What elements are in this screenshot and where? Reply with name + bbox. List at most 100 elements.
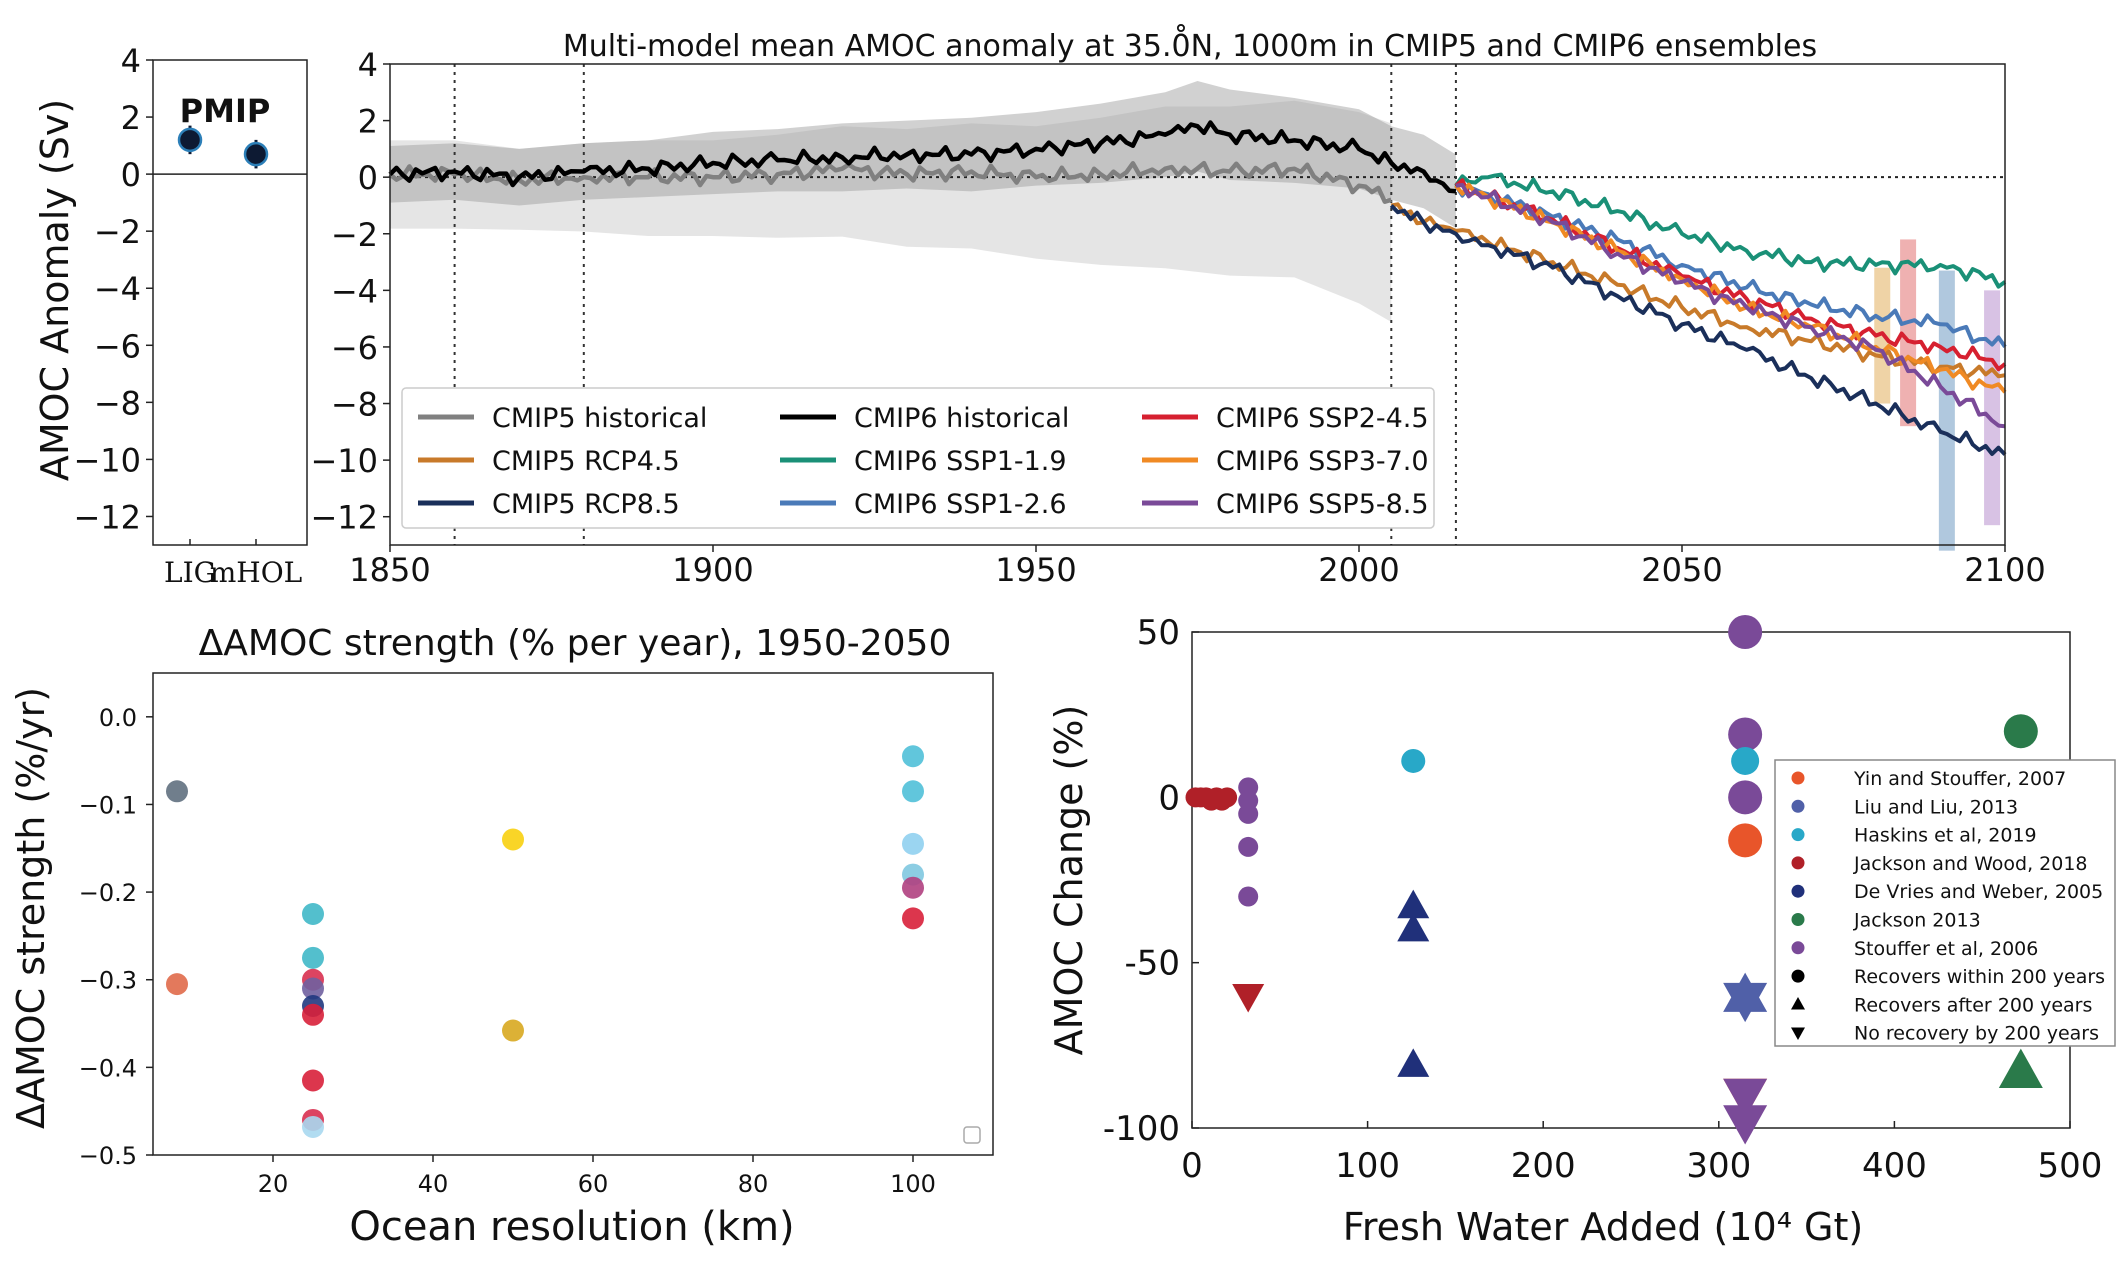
freshwater-ytick-label: -100 <box>1103 1109 1180 1149</box>
timeseries-ytick-label: 0 <box>358 159 378 197</box>
freshwater-point <box>1397 912 1430 942</box>
freshwater-point <box>1723 1078 1768 1119</box>
freshwater-point <box>1401 748 1426 773</box>
freshwater-point <box>1238 836 1259 857</box>
resolution-xtick-label: 20 <box>258 1170 289 1198</box>
resolution-point <box>166 780 188 803</box>
resolution-title: ΔAMOC strength (% per year), 1950-2050 <box>199 623 952 664</box>
freshwater-legend-label: Recovers within 200 years <box>1854 966 2105 988</box>
freshwater-point <box>1397 1048 1430 1077</box>
freshwater-legend-label: Stouffer et al, 2006 <box>1854 938 2038 960</box>
freshwater-point <box>1238 803 1259 824</box>
freshwater-legend-marker <box>1791 997 1805 1010</box>
freshwater-legend-label: No recovery by 200 years <box>1854 1023 2099 1045</box>
timeseries-series-line <box>1455 183 2006 429</box>
freshwater-point <box>1217 787 1238 808</box>
timeseries-xtick-label: 2000 <box>1318 551 1399 589</box>
freshwater-legend-label: Yin and Stouffer, 2007 <box>1853 768 2066 790</box>
resolution-empty-legend <box>963 1126 981 1144</box>
freshwater-point <box>1998 1048 2043 1088</box>
resolution-point <box>302 977 324 1000</box>
freshwater-legend-marker <box>1791 771 1805 785</box>
resolution-ylabel: ΔAMOC strength (%/yr) <box>9 687 53 1129</box>
freshwater-xtick-label: 300 <box>1686 1146 1751 1186</box>
pmip-ytick-label: −6 <box>94 327 141 365</box>
pmip-ytick-label: −8 <box>94 384 141 422</box>
pmip-point <box>243 141 269 167</box>
pmip-ytick-label: 4 <box>121 42 141 80</box>
pmip-ytick-label: 2 <box>121 99 141 137</box>
timeseries-tail-band <box>1938 270 1955 551</box>
freshwater-legend-label: Jackson and Wood, 2018 <box>1853 853 2088 875</box>
timeseries-series-line <box>1454 172 2007 289</box>
freshwater-ytick-label: -50 <box>1124 944 1180 984</box>
timeseries-frame <box>389 63 2006 546</box>
timeseries-title: Multi-model mean AMOC anomaly at 35.0̊N,… <box>563 24 1817 64</box>
pmip-panel: AMOC Anomaly (Sv) PMIP 4 2 0 −2 −4 −6 −8 −10 −12… <box>33 42 308 589</box>
timeseries-legend-label: CMIP5 historical <box>492 403 707 434</box>
timeseries-legend-label: CMIP5 RCP4.5 <box>492 446 680 477</box>
resolution-ytick-label: −0.3 <box>79 967 137 995</box>
freshwater-xlabel: Fresh Water Added (10⁴ Gt) <box>1343 1205 1863 1249</box>
resolution-xtick-label: 40 <box>418 1170 449 1198</box>
timeseries-legend-label: CMIP6 SSP5-8.5 <box>1216 489 1429 520</box>
resolution-point <box>302 1069 324 1092</box>
timeseries-xtick-label: 1950 <box>995 551 1076 589</box>
timeseries-legend-label: CMIP5 RCP8.5 <box>492 489 680 520</box>
freshwater-legend-marker <box>1791 913 1805 926</box>
timeseries-legend-label: CMIP6 SSP1-2.6 <box>854 489 1067 520</box>
resolution-panel: ΔAMOC strength (% per year), 1950-2050 O… <box>9 623 994 1250</box>
freshwater-xtick-label: 500 <box>2038 1146 2103 1186</box>
pmip-ylabel: AMOC Anomaly (Sv) <box>33 99 77 481</box>
resolution-point <box>902 876 924 899</box>
freshwater-legend-marker <box>1791 799 1805 813</box>
freshwater-ytick-label: 0 <box>1158 778 1180 818</box>
timeseries-xtick-label: 1900 <box>672 551 753 589</box>
freshwater-legend-marker <box>1791 1027 1805 1041</box>
freshwater-legend-marker <box>1791 969 1805 983</box>
freshwater-point <box>1728 717 1763 752</box>
timeseries-ytick-label: −12 <box>310 499 378 537</box>
freshwater-legend-marker <box>1791 828 1805 842</box>
timeseries-legend-label: CMIP6 SSP3-7.0 <box>1216 446 1429 477</box>
timeseries-ytick-label: −6 <box>331 329 378 367</box>
resolution-point <box>902 745 924 768</box>
freshwater-point <box>1728 615 1763 649</box>
pmip-point <box>177 127 203 153</box>
freshwater-point <box>2003 714 2038 749</box>
timeseries-ytick-label: −4 <box>331 272 378 310</box>
resolution-frame <box>152 672 994 1156</box>
resolution-ytick-label: −0.4 <box>79 1054 137 1082</box>
freshwater-point <box>1728 823 1763 858</box>
resolution-point <box>902 780 924 803</box>
freshwater-point <box>1397 889 1430 919</box>
freshwater-ylabel: AMOC Change (%) <box>1047 705 1091 1056</box>
freshwater-legend: Yin and Stouffer, 2007 Liu and Liu, 2013 H… <box>1774 759 2116 1047</box>
pmip-ytick-label: −12 <box>73 498 141 536</box>
timeseries-xtick-label: 1850 <box>349 551 430 589</box>
timeseries-ytick-label: 4 <box>358 46 378 84</box>
resolution-point <box>502 1019 524 1042</box>
freshwater-xtick-label: 200 <box>1511 1146 1576 1186</box>
timeseries-xtick-label: 2050 <box>1641 551 1722 589</box>
timeseries-ytick-label: 2 <box>358 103 378 141</box>
pmip-ytick-label: −10 <box>73 441 141 479</box>
timeseries-series-line <box>388 160 1392 204</box>
pmip-ytick-label: −4 <box>94 270 141 308</box>
timeseries-series-line <box>1389 204 2007 456</box>
resolution-ytick-label: −0.2 <box>79 879 137 907</box>
timeseries-ytick-label: −2 <box>331 216 378 254</box>
freshwater-ytick-label: 50 <box>1137 613 1180 653</box>
freshwater-legend-label: Liu and Liu, 2013 <box>1854 796 2018 818</box>
freshwater-legend-label: Haskins et al, 2019 <box>1854 825 2037 847</box>
freshwater-point <box>1723 1105 1768 1145</box>
freshwater-legend-label: Jackson 2013 <box>1853 910 1981 932</box>
resolution-point <box>902 832 924 855</box>
timeseries-series-line <box>1454 184 2007 349</box>
pmip-ytick-label: 0 <box>121 156 141 194</box>
resolution-point <box>502 828 524 851</box>
timeseries-xtick-label: 2100 <box>1964 551 2045 589</box>
resolution-xtick-label: 100 <box>890 1170 936 1198</box>
pmip-ytick-label: −2 <box>94 213 141 251</box>
